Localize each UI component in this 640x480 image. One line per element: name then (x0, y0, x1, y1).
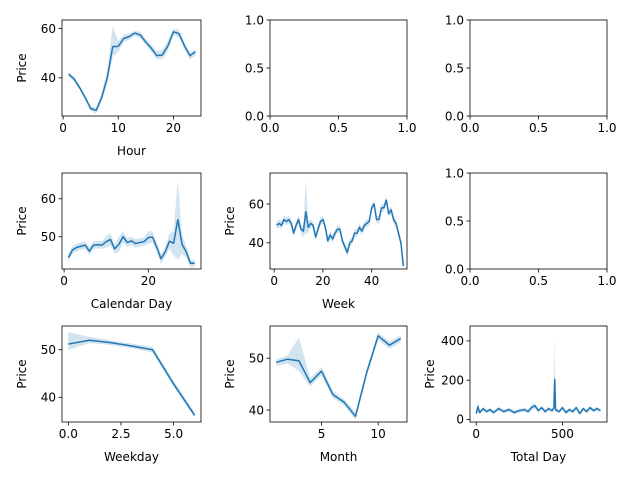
y-tick-label: 0.5 (445, 214, 464, 228)
x-tick-label: 0.5 (529, 121, 548, 135)
axes-frame (61, 172, 202, 270)
y-tick-label: 400 (441, 334, 464, 348)
subplot-8: 5 10 40 50 Month Price (223, 325, 408, 464)
x-tick-label: 1.0 (597, 121, 616, 135)
axes-frame (269, 19, 408, 117)
series-line (276, 335, 402, 418)
x-tick-label: 1.0 (597, 274, 616, 288)
series-line (475, 378, 601, 415)
y-tick-label: 1.0 (445, 166, 464, 180)
y-tick-label: 60 (41, 192, 56, 206)
x-tick-label: 0.0 (460, 274, 479, 288)
subplot-2: 0.0 0.5 1.0 0.0 0.5 1.0 (245, 13, 417, 135)
series-line (67, 218, 195, 265)
y-tick-label: 60 (249, 197, 264, 211)
y-tick-label: 50 (41, 230, 56, 244)
x-tick-label: 20 (315, 274, 330, 288)
y-tick-label: 40 (41, 71, 56, 85)
x-axis-label: Total Day (510, 450, 567, 464)
axes-frame (269, 325, 408, 423)
x-tick-label: 10 (370, 427, 385, 441)
subplot-6: 0.0 0.5 1.0 0.0 0.5 1.0 (445, 166, 617, 288)
confidence-band (276, 332, 401, 420)
y-tick-label: 40 (249, 236, 264, 250)
x-tick-label: 500 (551, 427, 574, 441)
x-tick-label: 0.0 (260, 121, 279, 135)
y-tick-label: 0.5 (245, 61, 264, 75)
axes-frame (61, 19, 202, 117)
y-tick-label: 1.0 (245, 13, 264, 27)
x-tick-label: 20 (166, 121, 181, 135)
x-tick-label: 1.0 (397, 121, 416, 135)
axes-frame (269, 172, 408, 270)
subplot-1: 0 10 20 40 60 Hour Price (15, 19, 202, 158)
subplot-9: 0 500 0 200 400 Total Day Price (423, 325, 608, 464)
y-axis-label: Price (15, 53, 29, 82)
x-tick-label: 5 (318, 427, 326, 441)
y-axis-label: Price (223, 206, 237, 235)
y-tick-label: 40 (249, 403, 264, 417)
y-tick-label: 0 (456, 413, 464, 427)
y-tick-label: 0.5 (445, 61, 464, 75)
x-tick-label: 0 (472, 427, 480, 441)
series-line (276, 199, 405, 267)
x-axis-label: Month (320, 450, 358, 464)
axes-frame (61, 325, 202, 423)
x-tick-label: 20 (141, 274, 156, 288)
subplot-3: 0.0 0.5 1.0 0.0 0.5 1.0 (445, 13, 617, 135)
x-tick-label: 0 (270, 274, 278, 288)
x-tick-label: 0 (60, 274, 68, 288)
confidence-band (476, 332, 601, 416)
x-tick-label: 2.5 (111, 427, 130, 441)
confidence-band (68, 26, 196, 114)
x-axis-label: Week (322, 297, 355, 311)
y-tick-label: 0.0 (245, 109, 264, 123)
y-axis-label: Price (423, 359, 437, 388)
series-line (68, 31, 196, 112)
y-axis-label: Price (15, 359, 29, 388)
x-axis-label: Calendar Day (91, 297, 172, 311)
y-tick-label: 0.0 (445, 262, 464, 276)
y-tick-label: 50 (41, 343, 56, 357)
subplot-7: 0.0 2.5 5.0 40 50 Weekday Price (15, 325, 202, 464)
y-tick-label: 60 (41, 22, 56, 36)
y-axis-label: Price (15, 206, 29, 235)
y-tick-label: 0.0 (445, 109, 464, 123)
x-tick-label: 0.5 (329, 121, 348, 135)
x-tick-label: 40 (364, 274, 379, 288)
x-tick-label: 0.0 (460, 121, 479, 135)
x-axis-label: Weekday (104, 450, 159, 464)
y-tick-label: 200 (441, 373, 464, 387)
subplot-5: 0 20 40 40 60 Week Price (223, 172, 408, 311)
y-tick-label: 40 (41, 391, 56, 405)
confidence-band (68, 332, 195, 418)
axes-frame (469, 325, 608, 423)
x-tick-label: 0 (59, 121, 67, 135)
y-tick-label: 1.0 (445, 13, 464, 27)
x-axis-label: Hour (117, 144, 146, 158)
x-tick-label: 0.0 (59, 427, 78, 441)
y-axis-label: Price (223, 359, 237, 388)
confidence-band (276, 178, 404, 270)
axes-frame (469, 19, 608, 117)
x-tick-label: 10 (111, 121, 126, 135)
x-tick-label: 5.0 (164, 427, 183, 441)
series-line (68, 339, 196, 416)
axes-frame (469, 172, 608, 270)
y-tick-label: 50 (249, 351, 264, 365)
x-tick-label: 0.5 (529, 274, 548, 288)
subplot-4: 0 20 50 60 Calendar Day Price (15, 172, 202, 311)
confidence-band (68, 179, 195, 268)
